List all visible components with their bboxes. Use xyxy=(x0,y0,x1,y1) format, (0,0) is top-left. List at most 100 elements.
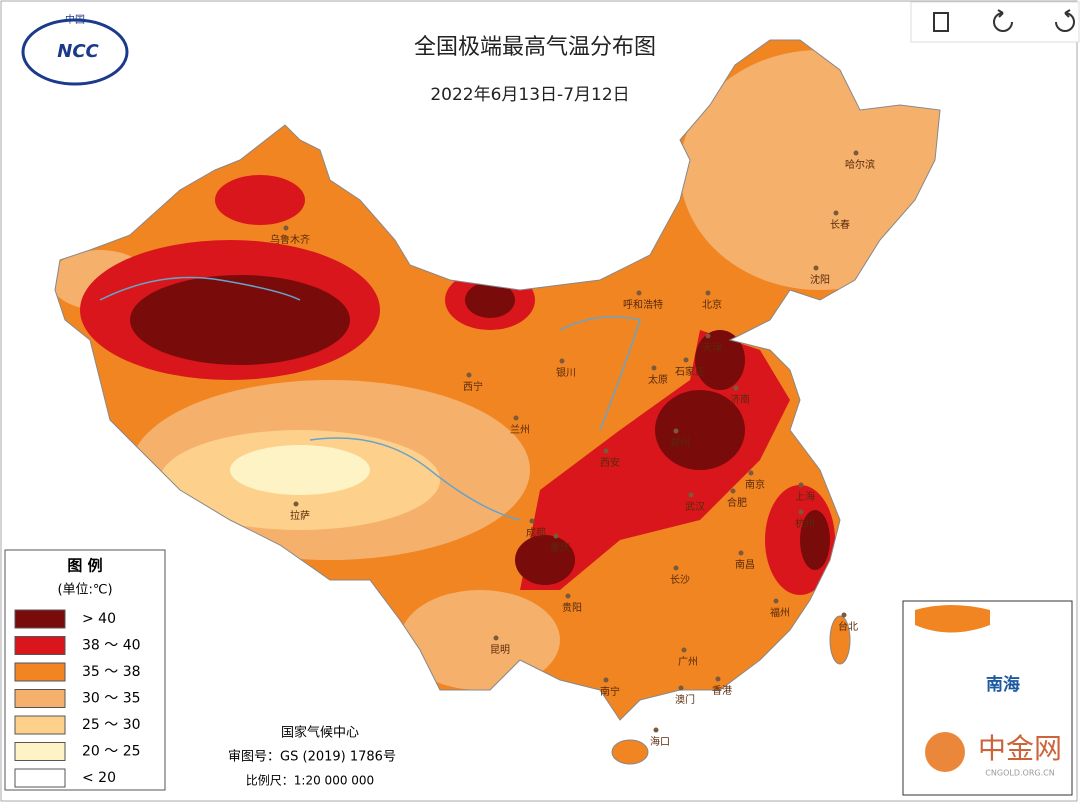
legend-label: 38 ～ 40 xyxy=(82,638,141,654)
city-dot xyxy=(841,612,847,618)
river xyxy=(99,276,641,521)
city-label: 昆明 xyxy=(490,644,510,656)
city-label: 上海 xyxy=(795,490,815,503)
city-dot xyxy=(559,358,565,364)
city-dot xyxy=(493,635,499,641)
copy-button[interactable] xyxy=(933,12,949,32)
city-label: 兰州 xyxy=(510,423,530,436)
city-dot xyxy=(688,492,694,498)
city-dot xyxy=(683,357,689,363)
region xyxy=(215,175,305,225)
footer-agency: 国家气候中心 xyxy=(281,725,359,741)
city-label: 南京 xyxy=(745,478,765,491)
city-label: 乌鲁木齐 xyxy=(270,233,310,246)
city-dot xyxy=(773,598,779,604)
city-dot xyxy=(715,676,721,682)
watermark-site: CNGOLD.ORG.CN xyxy=(985,769,1054,778)
city-dot xyxy=(733,385,739,391)
city-label: 西宁 xyxy=(463,380,483,393)
city-dot xyxy=(681,647,687,653)
city-label: 郑州 xyxy=(670,436,690,449)
city-dot xyxy=(603,448,609,454)
city-dot xyxy=(705,290,711,296)
region xyxy=(695,330,745,390)
city-label: 广州 xyxy=(678,656,698,668)
city-dot xyxy=(678,685,684,691)
city-label: 沈阳 xyxy=(810,273,830,286)
city-dot xyxy=(636,290,642,296)
city-label: 重庆 xyxy=(550,541,570,554)
city-dot xyxy=(730,488,736,494)
city-dot xyxy=(748,470,754,476)
city-dot xyxy=(283,225,289,231)
legend-swatch xyxy=(14,715,66,735)
region xyxy=(465,282,515,318)
city-label: 南昌 xyxy=(735,558,755,571)
city-label: 武汉 xyxy=(685,500,705,513)
watermark-icon xyxy=(925,732,965,772)
legend-title: 图 例 xyxy=(67,557,102,575)
legend-swatch xyxy=(14,689,66,708)
legend-swatch xyxy=(14,742,66,761)
city-dot xyxy=(603,677,609,683)
legend: 图 例 (单位:℃) > 40 38 ～ 40 35 ～ 38 30 ～ 35 25 ～… xyxy=(4,549,166,791)
legend-unit: (单位:℃) xyxy=(57,583,112,598)
city-dot xyxy=(293,501,299,507)
city-dot xyxy=(466,372,472,378)
region xyxy=(655,390,745,470)
legend-swatch xyxy=(14,609,66,629)
watermark-name: 中金网 xyxy=(978,732,1062,765)
inset-land xyxy=(915,605,990,633)
city-label: 贵阳 xyxy=(562,601,582,614)
region xyxy=(130,275,350,365)
city-dot xyxy=(798,482,804,488)
city-label: 澳门 xyxy=(675,693,695,706)
city-label: 太原 xyxy=(648,373,668,386)
city-label: 北京 xyxy=(702,298,722,311)
watermark: 中金网 CNGOLD.ORG.CN xyxy=(925,732,1062,778)
inset-label: 南海 xyxy=(986,674,1020,695)
city-dot xyxy=(565,593,571,599)
city-label: 石家庄 xyxy=(675,365,705,378)
legend-label: 30 ～ 35 xyxy=(82,691,141,707)
city-label: 银川 xyxy=(556,366,576,379)
region xyxy=(515,535,575,585)
city-dot xyxy=(653,727,659,733)
footer-approval: 审图号：GS (2019) 1786号 xyxy=(228,750,396,765)
city-dot xyxy=(651,365,657,371)
hainan xyxy=(611,739,649,765)
legend-label: 25 ～ 30 xyxy=(82,717,141,733)
subtitle: 2022年6月13日-7月12日 xyxy=(430,85,629,105)
city-label: 长春 xyxy=(830,219,850,231)
city-dot xyxy=(553,533,559,539)
legend-swatch xyxy=(14,768,66,788)
city-dot xyxy=(513,415,519,421)
city-label: 哈尔滨 xyxy=(845,158,875,171)
city-label: 海口 xyxy=(650,735,670,748)
city-label: 福州 xyxy=(770,606,790,619)
toolbar xyxy=(910,1,1080,43)
city-label: 长沙 xyxy=(670,574,690,586)
taiwan xyxy=(829,615,851,665)
city-dot xyxy=(705,333,711,339)
legend-label: < 20 xyxy=(82,770,116,786)
title: 全国极端最高气温分布图 xyxy=(414,35,656,60)
city-label: 天津 xyxy=(702,342,722,354)
legend-swatch xyxy=(14,662,66,682)
city-label: 南宁 xyxy=(600,685,620,698)
city-dot xyxy=(673,565,679,571)
city-dot xyxy=(738,550,744,556)
logo-top: 中国 xyxy=(65,13,85,26)
region xyxy=(230,445,370,495)
redo-button[interactable] xyxy=(1055,9,1075,32)
inset-frame xyxy=(902,600,1073,796)
city-label: 台北 xyxy=(838,620,858,633)
legend-items: > 40 38 ～ 40 35 ～ 38 30 ～ 35 25 ～ 30 20 ～ 25 <… xyxy=(14,609,141,788)
logo-text: NCC xyxy=(57,41,99,62)
city-dot xyxy=(853,150,859,156)
region xyxy=(520,330,790,590)
undo-button[interactable] xyxy=(993,9,1013,32)
city-dot xyxy=(798,509,804,515)
city-label: 杭州 xyxy=(795,517,815,530)
